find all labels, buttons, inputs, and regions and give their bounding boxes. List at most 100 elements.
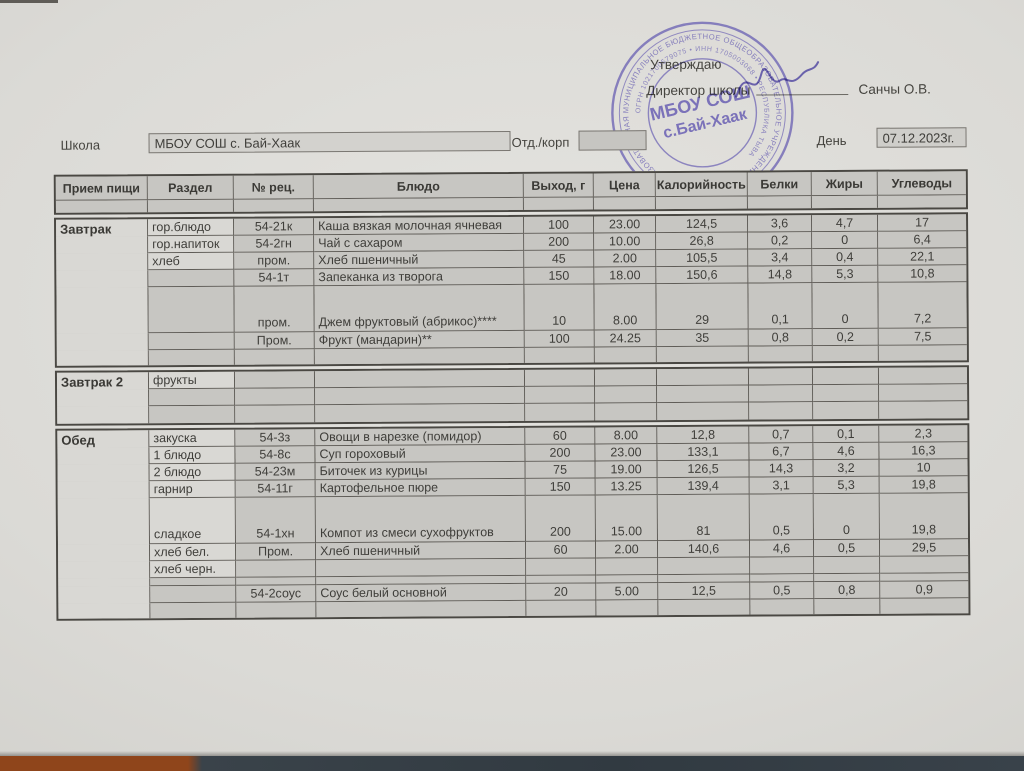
razdel-cell: гор.напиток	[148, 235, 235, 254]
rec-cell: Пром.	[234, 332, 315, 350]
rec-cell: пром.	[234, 252, 315, 270]
kcal-cell	[658, 557, 751, 576]
out-cell: 150	[525, 478, 596, 496]
column-header: Цена	[593, 173, 656, 198]
carbs-cell: 19,8	[879, 493, 968, 540]
carbs-cell: 10	[879, 459, 968, 477]
rec-cell	[236, 602, 317, 618]
rec-cell: пром.	[234, 286, 315, 333]
kcal-cell: 12,8	[657, 426, 750, 445]
meal-cell	[57, 447, 150, 465]
carbs-cell: 0,9	[880, 581, 969, 599]
price-cell: 24.25	[594, 330, 657, 348]
dish-cell: Хлеб пшеничный	[316, 541, 527, 561]
rec-cell: 54-8с	[235, 446, 316, 464]
protein-cell: 0,2	[748, 232, 813, 250]
kcal-cell: 139,4	[657, 477, 750, 496]
kcal-cell: 124,5	[656, 215, 749, 234]
price-cell	[594, 369, 658, 387]
protein-cell: 6,7	[749, 443, 814, 461]
fat-cell	[812, 367, 880, 386]
fat-cell: 0	[813, 493, 880, 541]
out-cell: 200	[524, 233, 595, 251]
carbs-cell: 7,2	[878, 282, 967, 329]
razdel-cell	[148, 349, 235, 366]
razdel-cell	[150, 585, 237, 604]
razdel-cell	[148, 332, 235, 351]
fat-cell	[814, 556, 881, 575]
protein-cell: 0,1	[748, 283, 813, 330]
price-cell: 19.00	[595, 461, 658, 479]
protein-cell	[748, 346, 813, 362]
dish-cell	[314, 369, 526, 389]
dish-cell	[315, 403, 526, 423]
kcal-cell	[657, 402, 750, 421]
meal-cell	[58, 603, 151, 619]
rec-cell: 54-23м	[235, 463, 316, 481]
meal-cell: Завтрак 2	[56, 372, 150, 390]
protein-cell	[750, 599, 815, 615]
carbs-cell: 29,5	[879, 539, 969, 557]
meal-cell	[57, 498, 151, 545]
meal-section: Обед закуска 54-3з Овощи в нарезке (помидор…	[55, 423, 971, 621]
dept-label: Отд./корп	[511, 134, 570, 150]
protein-cell: 14,3	[749, 460, 814, 478]
rec-cell: 54-11г	[235, 480, 316, 498]
dish-cell: Картофельное пюре	[315, 478, 526, 498]
dish-cell	[315, 386, 526, 406]
price-cell	[595, 386, 658, 404]
dish-cell	[316, 600, 527, 618]
dish-cell: Запеканка из творога	[314, 267, 525, 287]
rec-cell: 54-2гн	[234, 235, 315, 253]
carbs-cell: 7,5	[878, 328, 967, 346]
kcal-cell: 105,5	[656, 249, 749, 268]
razdel-cell: закуска	[149, 429, 236, 448]
dish-cell: Биточек из курицы	[315, 461, 526, 481]
rec-cell: 54-2соус	[236, 585, 317, 603]
kcal-cell: 35	[656, 329, 749, 348]
carbs-cell: 16,3	[879, 442, 968, 460]
out-cell	[525, 386, 596, 404]
meal-cell	[56, 253, 149, 271]
kcal-cell	[656, 368, 750, 387]
carbs-cell: 10,8	[878, 265, 967, 283]
meal-cell	[58, 561, 151, 579]
rec-cell: 54-1хн	[235, 497, 317, 544]
fat-cell: 0,4	[812, 248, 879, 267]
protein-cell: 0,8	[748, 329, 813, 347]
column-header: Углеводы	[877, 171, 966, 196]
spacer-cell	[655, 196, 748, 210]
carbs-cell	[879, 384, 968, 402]
carbs-cell: 2,3	[879, 425, 968, 443]
out-cell	[525, 403, 596, 421]
price-cell: 2.00	[596, 541, 659, 559]
price-cell: 10.00	[594, 233, 657, 251]
kcal-cell	[657, 385, 750, 404]
meal-cell	[58, 544, 151, 562]
razdel-cell: хлеб бел.	[150, 543, 237, 562]
column-header: Калорийность	[655, 172, 748, 198]
table-row: пром. Джем фруктовый (абрикос)**** 10 8.00 2…	[56, 282, 967, 334]
out-cell	[526, 558, 597, 576]
meal-cell	[57, 481, 150, 499]
protein-cell: 0,7	[749, 426, 814, 444]
carbs-cell: 22,1	[878, 248, 967, 266]
price-cell	[596, 600, 659, 616]
kcal-cell: 12,5	[658, 582, 751, 601]
price-cell: 23.00	[595, 444, 658, 462]
meal-cell	[57, 406, 150, 424]
protein-cell: 0,5	[750, 582, 815, 600]
table-header-block: Прием пищи Раздел № рец. Блюдо Выход, г Цена К…	[53, 169, 968, 215]
razdel-cell	[150, 602, 237, 619]
fat-cell	[813, 401, 880, 420]
meal-section: Завтрак гор.блюдо 54-21к Каша вязкая молочн…	[54, 212, 969, 368]
rec-cell: 54-3з	[235, 429, 316, 447]
paper-edge-shadow	[0, 751, 1024, 756]
out-cell: 10	[524, 284, 595, 331]
fat-cell: 0	[812, 282, 879, 330]
out-cell: 200	[525, 495, 597, 542]
kcal-cell: 126,5	[657, 460, 750, 479]
out-cell	[524, 347, 595, 363]
signature-ink	[735, 61, 820, 98]
